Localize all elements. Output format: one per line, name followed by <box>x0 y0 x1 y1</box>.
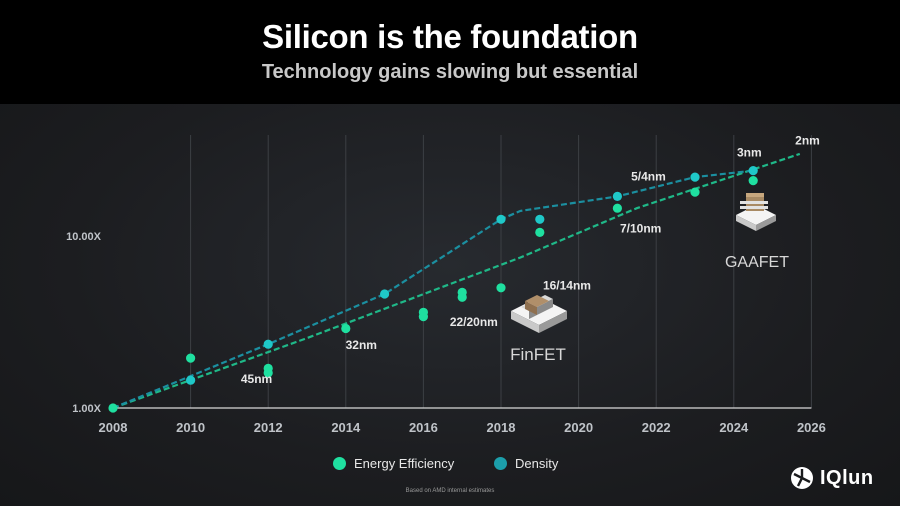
energy-efficiency-point <box>341 323 351 334</box>
trend-line-density <box>112 169 754 410</box>
node-label: 16/14nm <box>543 278 591 292</box>
node-label: 2nm <box>795 134 820 148</box>
page-title: Silicon is the foundation <box>262 18 638 55</box>
x-tick-label: 2018 <box>487 420 516 435</box>
x-tick-label: 2012 <box>254 420 283 435</box>
node-label: 3nm <box>737 145 762 159</box>
density-point <box>612 191 623 201</box>
energy-efficiency-point <box>535 227 545 237</box>
density-point <box>748 166 758 176</box>
brand-name: IQlun <box>820 466 874 489</box>
finfet-label: FinFET <box>510 345 566 364</box>
footnote: Based on AMD internal estimates <box>405 488 495 494</box>
x-tick-label: 2016 <box>409 420 438 435</box>
node-label: 22/20nm <box>450 315 498 329</box>
energy-efficiency-point <box>186 353 196 363</box>
energy-efficiency-point <box>263 368 273 378</box>
x-tick-label: 2020 <box>564 420 593 435</box>
brand-icon <box>791 467 813 489</box>
data-points <box>108 166 758 413</box>
x-tick-label: 2022 <box>642 420 671 435</box>
energy-efficiency-swatch <box>333 457 346 470</box>
trend-lines <box>112 152 801 410</box>
y-tick-label: 1.00X <box>72 403 101 415</box>
energy-efficiency-point <box>690 187 700 197</box>
energy-efficiency-point <box>612 203 623 213</box>
energy-efficiency-point <box>496 283 506 293</box>
node-label: 5/4nm <box>631 170 666 184</box>
legend-label: Energy Efficiency <box>354 456 455 471</box>
energy-efficiency-point <box>748 176 758 186</box>
legend-item-density: Density <box>494 456 558 471</box>
node-labels: 45nm 32nm 22/20nm 16/14nm 7/10nm 5/4nm 3nm 2nm <box>241 134 820 386</box>
x-tick-label: 2014 <box>331 420 361 435</box>
x-tick-label: 2026 <box>797 420 826 435</box>
gaafet-illustration <box>736 193 776 231</box>
density-point <box>186 375 196 385</box>
energy-efficiency-point <box>418 312 428 322</box>
x-tick-label: 2008 <box>99 420 128 435</box>
energy-efficiency-point <box>457 292 467 302</box>
density-point <box>380 289 390 299</box>
density-point <box>263 339 273 349</box>
x-tick-label: 2024 <box>719 420 749 435</box>
node-label: 45nm <box>241 372 272 386</box>
trend-line-energy-efficiency <box>112 152 801 410</box>
grid-lines <box>190 135 812 408</box>
legend-item-energy-efficiency: Energy Efficiency <box>333 456 454 471</box>
x-tick-label: 2010 <box>176 420 205 435</box>
page-subtitle: Technology gains slowing but essential <box>261 61 639 83</box>
energy-efficiency-point <box>108 403 118 413</box>
axes: 2008 2010 2012 2014 2016 2018 2020 2022 2024 2026… <box>66 231 826 435</box>
density-point <box>690 172 700 182</box>
gaafet-label: GAAFET <box>725 254 789 271</box>
header-bar <box>0 0 900 104</box>
node-label: 7/10nm <box>620 221 661 235</box>
density-point <box>535 214 545 224</box>
legend-label: Density <box>515 456 559 471</box>
brand-logo: IQlun <box>790 466 874 490</box>
density-swatch <box>494 457 507 470</box>
y-tick-label: 10.00X <box>66 231 102 243</box>
finfet-illustration <box>511 295 567 333</box>
node-label: 32nm <box>346 338 377 352</box>
density-point <box>496 214 506 224</box>
